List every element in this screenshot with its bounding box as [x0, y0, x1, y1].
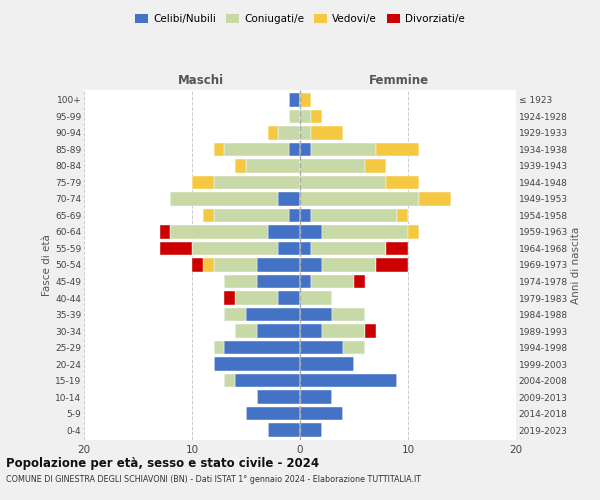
Bar	[268, 424, 300, 436]
Bar	[343, 341, 365, 354]
Bar	[300, 160, 365, 172]
Bar	[311, 209, 397, 222]
Bar	[278, 292, 300, 304]
Text: Popolazione per età, sesso e stato civile - 2024: Popolazione per età, sesso e stato civil…	[6, 458, 319, 470]
Bar	[322, 226, 408, 238]
Bar	[332, 308, 365, 321]
Bar	[386, 176, 419, 189]
Bar	[214, 258, 257, 272]
Bar	[300, 358, 354, 370]
Bar	[311, 242, 386, 255]
Bar	[278, 242, 300, 255]
Bar	[257, 390, 300, 404]
Bar	[257, 324, 300, 338]
Bar	[192, 258, 203, 272]
Bar	[246, 160, 300, 172]
Bar	[214, 358, 300, 370]
Bar	[300, 324, 322, 338]
Bar	[289, 209, 300, 222]
Bar	[397, 209, 408, 222]
Bar	[376, 143, 419, 156]
Bar	[289, 110, 300, 123]
Bar	[214, 209, 289, 222]
Bar	[300, 226, 322, 238]
Bar	[300, 94, 311, 106]
Bar	[192, 176, 214, 189]
Bar	[278, 126, 300, 140]
Bar	[246, 308, 300, 321]
Y-axis label: Anni di nascita: Anni di nascita	[571, 226, 581, 304]
Text: COMUNE DI GINESTRA DEGLI SCHIAVONI (BN) - Dati ISTAT 1° gennaio 2024 - Elaborazi: COMUNE DI GINESTRA DEGLI SCHIAVONI (BN) …	[6, 475, 421, 484]
Bar	[300, 308, 332, 321]
Bar	[300, 341, 343, 354]
Bar	[235, 374, 300, 387]
Bar	[300, 292, 332, 304]
Bar	[224, 374, 235, 387]
Bar	[278, 192, 300, 205]
Bar	[224, 292, 235, 304]
Bar	[224, 308, 246, 321]
Bar	[300, 209, 311, 222]
Bar	[300, 143, 311, 156]
Bar	[160, 242, 192, 255]
Bar	[300, 176, 386, 189]
Bar	[300, 424, 322, 436]
Bar	[408, 226, 419, 238]
Bar	[386, 242, 408, 255]
Text: Maschi: Maschi	[178, 74, 224, 88]
Bar	[224, 143, 289, 156]
Bar	[257, 275, 300, 288]
Bar	[322, 324, 365, 338]
Bar	[246, 407, 300, 420]
Y-axis label: Fasce di età: Fasce di età	[42, 234, 52, 296]
Bar	[257, 258, 300, 272]
Bar	[322, 258, 376, 272]
Bar	[300, 390, 332, 404]
Bar	[300, 126, 311, 140]
Bar	[170, 192, 278, 205]
Bar	[235, 324, 257, 338]
Bar	[224, 341, 300, 354]
Bar	[300, 110, 311, 123]
Bar	[235, 160, 246, 172]
Bar	[214, 143, 224, 156]
Bar	[300, 258, 322, 272]
Bar	[192, 242, 278, 255]
Bar	[311, 110, 322, 123]
Bar	[214, 176, 300, 189]
Legend: Celibi/Nubili, Coniugati/e, Vedovi/e, Divorziati/e: Celibi/Nubili, Coniugati/e, Vedovi/e, Di…	[131, 10, 469, 29]
Bar	[170, 226, 268, 238]
Bar	[203, 258, 214, 272]
Bar	[365, 324, 376, 338]
Bar	[419, 192, 451, 205]
Bar	[354, 275, 365, 288]
Bar	[289, 94, 300, 106]
Bar	[235, 292, 278, 304]
Bar	[311, 275, 354, 288]
Bar	[300, 192, 419, 205]
Bar	[300, 374, 397, 387]
Bar	[365, 160, 386, 172]
Bar	[268, 226, 300, 238]
Bar	[311, 126, 343, 140]
Bar	[311, 143, 376, 156]
Bar	[268, 126, 278, 140]
Text: Femmine: Femmine	[369, 74, 430, 88]
Bar	[289, 143, 300, 156]
Bar	[214, 341, 224, 354]
Bar	[203, 209, 214, 222]
Bar	[224, 275, 257, 288]
Bar	[376, 258, 408, 272]
Bar	[300, 242, 311, 255]
Bar	[300, 275, 311, 288]
Bar	[300, 407, 343, 420]
Bar	[160, 226, 170, 238]
